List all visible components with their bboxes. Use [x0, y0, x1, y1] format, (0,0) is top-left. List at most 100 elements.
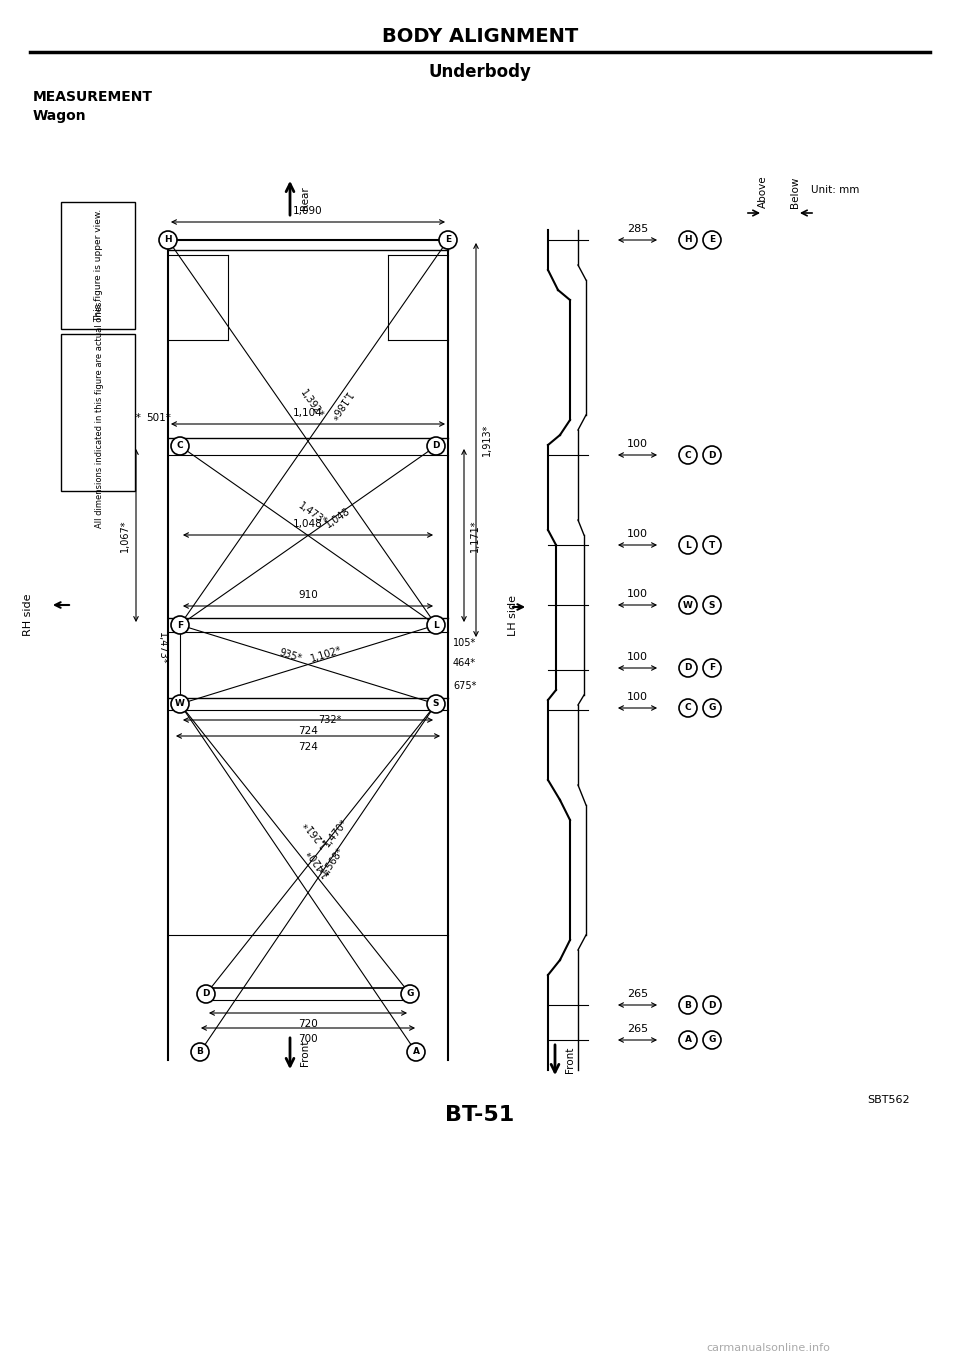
Text: 1,067*: 1,067*: [120, 519, 130, 551]
Text: 910: 910: [299, 589, 318, 600]
Text: Below: Below: [790, 177, 800, 208]
Text: C: C: [177, 441, 183, 451]
Text: Underbody: Underbody: [428, 62, 532, 81]
Text: Unit: mm: Unit: mm: [811, 185, 859, 196]
Text: A: A: [413, 1047, 420, 1057]
Circle shape: [703, 1031, 721, 1048]
Text: 707*: 707*: [116, 413, 141, 422]
FancyBboxPatch shape: [61, 202, 135, 329]
Text: 1,568*: 1,568*: [320, 846, 347, 879]
Circle shape: [679, 596, 697, 614]
Text: W: W: [684, 600, 693, 610]
Text: SBT562: SBT562: [868, 1095, 910, 1105]
Text: 1,171*: 1,171*: [470, 519, 480, 551]
Circle shape: [427, 617, 445, 634]
Text: G: G: [708, 703, 716, 713]
Text: Above: Above: [758, 175, 768, 208]
Circle shape: [703, 659, 721, 678]
Text: 100: 100: [627, 693, 648, 702]
Circle shape: [679, 231, 697, 249]
Circle shape: [703, 445, 721, 464]
Circle shape: [171, 617, 189, 634]
Circle shape: [427, 695, 445, 713]
Text: This figure is upper view.: This figure is upper view.: [94, 208, 104, 322]
Circle shape: [191, 1043, 209, 1061]
Text: LH side: LH side: [508, 595, 518, 636]
Text: 265: 265: [627, 1024, 648, 1033]
Text: 675*: 675*: [453, 680, 476, 691]
Circle shape: [679, 536, 697, 554]
Circle shape: [703, 995, 721, 1014]
Text: S: S: [433, 699, 440, 709]
Text: MEASUREMENT: MEASUREMENT: [33, 90, 153, 105]
Text: BT-51: BT-51: [445, 1105, 515, 1124]
Circle shape: [407, 1043, 425, 1061]
Text: 1,104: 1,104: [293, 407, 323, 418]
Circle shape: [197, 985, 215, 1004]
Text: E: E: [708, 235, 715, 244]
Text: 1,102*: 1,102*: [309, 645, 343, 664]
Circle shape: [679, 995, 697, 1014]
Text: G: G: [406, 990, 414, 998]
Circle shape: [679, 699, 697, 717]
Text: G: G: [708, 1036, 716, 1044]
Circle shape: [703, 596, 721, 614]
Text: E: E: [444, 235, 451, 244]
Text: D: D: [684, 664, 692, 672]
Text: 1,261*: 1,261*: [301, 818, 329, 849]
Text: F: F: [177, 621, 183, 630]
Text: 100: 100: [627, 652, 648, 661]
Circle shape: [439, 231, 457, 249]
Text: 464*: 464*: [453, 659, 476, 668]
Text: W: W: [175, 699, 185, 709]
Circle shape: [679, 659, 697, 678]
Text: D: D: [432, 441, 440, 451]
Text: 1,392*: 1,392*: [299, 387, 325, 420]
Text: L: L: [685, 540, 691, 550]
Text: C: C: [684, 451, 691, 459]
Text: 265: 265: [627, 989, 648, 999]
Text: 1,048: 1,048: [324, 507, 352, 530]
Text: 1,913*: 1,913*: [482, 424, 492, 456]
Text: 285: 285: [627, 224, 648, 234]
Text: H: H: [164, 235, 172, 244]
Text: 1,090: 1,090: [293, 206, 323, 216]
Text: 724: 724: [298, 727, 318, 736]
Text: RH side: RH side: [23, 593, 33, 637]
Text: C: C: [684, 703, 691, 713]
Text: 1,420*: 1,420*: [304, 846, 331, 879]
Text: D: D: [708, 451, 716, 459]
Text: L: L: [433, 621, 439, 630]
Text: 100: 100: [627, 589, 648, 599]
Text: 700: 700: [299, 1033, 318, 1044]
Circle shape: [703, 536, 721, 554]
Circle shape: [679, 1031, 697, 1048]
Text: D: D: [203, 990, 209, 998]
Text: B: B: [684, 1001, 691, 1009]
Text: 1,186*: 1,186*: [325, 390, 352, 422]
Circle shape: [679, 445, 697, 464]
Text: T: T: [708, 540, 715, 550]
Text: 100: 100: [627, 439, 648, 449]
Text: F: F: [708, 664, 715, 672]
Text: Rear: Rear: [300, 186, 310, 210]
Circle shape: [703, 699, 721, 717]
Text: Wagon: Wagon: [33, 109, 86, 124]
Text: 100: 100: [627, 530, 648, 539]
Text: All dimensions indicated in this figure are actual ones.: All dimensions indicated in this figure …: [94, 299, 104, 527]
Text: 935*: 935*: [277, 648, 302, 664]
Text: A: A: [684, 1036, 691, 1044]
Text: 1,470*: 1,470*: [322, 818, 350, 849]
Text: 501*: 501*: [146, 413, 171, 422]
Text: 1,048: 1,048: [293, 519, 323, 530]
Text: carmanualsonline.info: carmanualsonline.info: [707, 1343, 830, 1353]
Text: 105*: 105*: [453, 638, 476, 648]
Text: D: D: [708, 1001, 716, 1009]
Text: 1,473*: 1,473*: [297, 500, 329, 527]
Circle shape: [171, 437, 189, 455]
Text: BODY ALIGNMENT: BODY ALIGNMENT: [382, 27, 578, 46]
Text: 720: 720: [299, 1018, 318, 1029]
Circle shape: [427, 437, 445, 455]
Circle shape: [159, 231, 177, 249]
Circle shape: [171, 695, 189, 713]
